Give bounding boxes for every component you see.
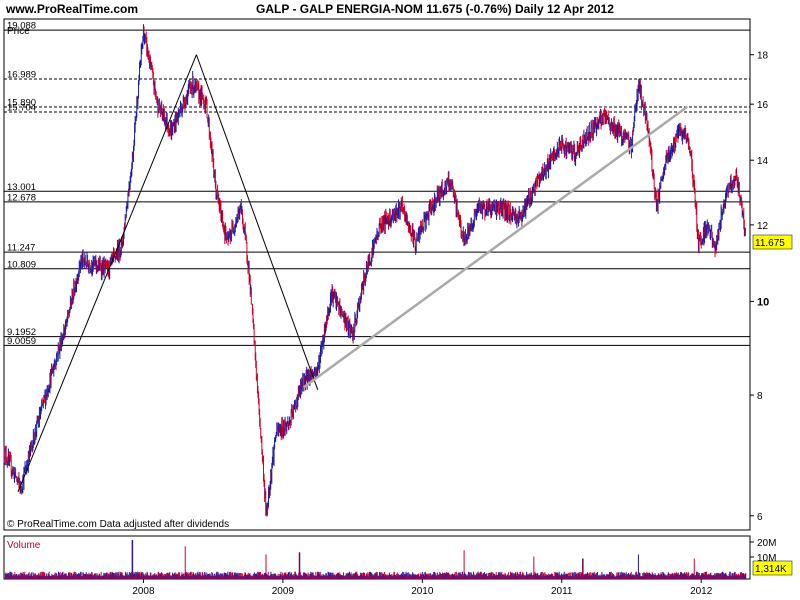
level-label: 15.704 bbox=[7, 103, 36, 114]
volume-tick-label: 10M bbox=[757, 553, 776, 564]
footer-note: © ProRealTime.com Data adjusted after di… bbox=[7, 519, 229, 530]
x-tick-label: 2009 bbox=[272, 586, 295, 597]
level-label: 10.809 bbox=[7, 259, 36, 270]
price-y-axis: 6 8 10 12 14 16 18 bbox=[750, 51, 769, 523]
y-tick-label: 18 bbox=[757, 51, 769, 62]
trendline bbox=[17, 54, 197, 493]
y-tick-label: 10 bbox=[757, 296, 769, 308]
trendline bbox=[195, 54, 319, 391]
level-label: 16.989 bbox=[7, 69, 36, 80]
volume-label: Volume bbox=[7, 540, 41, 551]
volume-tick-label: 20M bbox=[757, 538, 776, 549]
trendline bbox=[303, 105, 688, 389]
level-label: 11.247 bbox=[7, 243, 35, 254]
price-axis-caption: Price bbox=[7, 26, 30, 37]
level-label: 9.0059 bbox=[7, 336, 36, 347]
level-label: 12.678 bbox=[7, 192, 36, 203]
price-panel-frame bbox=[3, 18, 751, 531]
y-tick-label: 16 bbox=[757, 100, 769, 111]
last-volume-value: 1,314K bbox=[755, 564, 787, 575]
level-label: 19.088 bbox=[7, 21, 36, 32]
x-tick-label: 2012 bbox=[690, 586, 713, 597]
last-price-badge bbox=[752, 234, 793, 250]
last-price-value: 11.675 bbox=[755, 238, 785, 249]
volume-bars bbox=[4, 540, 747, 579]
x-tick-label: 2010 bbox=[411, 586, 434, 597]
y-tick-label: 14 bbox=[757, 156, 769, 167]
x-tick-label: 2008 bbox=[132, 586, 155, 597]
trendlines bbox=[17, 54, 688, 493]
level-label: 13.001 bbox=[7, 182, 36, 193]
level-label: 15.890 bbox=[7, 98, 36, 109]
y-tick-label: 8 bbox=[757, 391, 763, 402]
x-axis: 2008 2009 2010 2011 2012 bbox=[132, 579, 713, 597]
x-tick-label: 2011 bbox=[551, 586, 573, 597]
candlestick-series bbox=[3, 24, 746, 517]
site-url: www.ProRealTime.com bbox=[6, 2, 139, 16]
last-volume-badge bbox=[752, 560, 793, 576]
level-label: 9.1952 bbox=[7, 327, 36, 338]
y-tick-label: 6 bbox=[757, 512, 763, 523]
y-tick-label: 12 bbox=[757, 221, 769, 232]
chart-title: GALP - GALP ENERGIA-NOM 11.675 (-0.76%) … bbox=[256, 2, 614, 16]
